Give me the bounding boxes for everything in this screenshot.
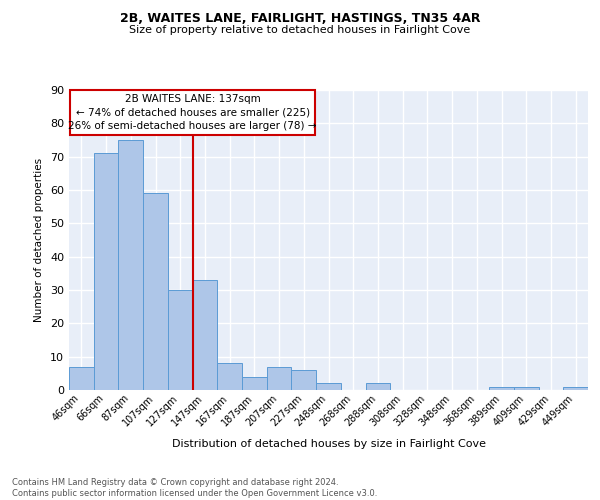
Text: 2B, WAITES LANE, FAIRLIGHT, HASTINGS, TN35 4AR: 2B, WAITES LANE, FAIRLIGHT, HASTINGS, TN… [120, 12, 480, 26]
Bar [118, 140, 143, 390]
X-axis label: Distribution of detached houses by size in Fairlight Cove: Distribution of detached houses by size … [172, 439, 485, 449]
Bar [94, 154, 118, 390]
Bar [514, 386, 539, 390]
Bar [365, 384, 390, 390]
Bar [168, 290, 193, 390]
Bar [217, 364, 242, 390]
Bar [70, 90, 315, 135]
Bar [316, 384, 341, 390]
Text: 2B WAITES LANE: 137sqm
← 74% of detached houses are smaller (225)
26% of semi-de: 2B WAITES LANE: 137sqm ← 74% of detached… [68, 94, 317, 130]
Bar [143, 194, 168, 390]
Bar [563, 386, 588, 390]
Bar [193, 280, 217, 390]
Y-axis label: Number of detached properties: Number of detached properties [34, 158, 44, 322]
Bar [489, 386, 514, 390]
Bar [242, 376, 267, 390]
Bar [267, 366, 292, 390]
Text: Contains HM Land Registry data © Crown copyright and database right 2024.
Contai: Contains HM Land Registry data © Crown c… [12, 478, 377, 498]
Bar [69, 366, 94, 390]
Text: Size of property relative to detached houses in Fairlight Cove: Size of property relative to detached ho… [130, 25, 470, 35]
Bar [292, 370, 316, 390]
